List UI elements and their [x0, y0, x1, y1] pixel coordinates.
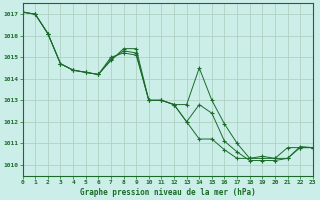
X-axis label: Graphe pression niveau de la mer (hPa): Graphe pression niveau de la mer (hPa): [80, 188, 256, 197]
